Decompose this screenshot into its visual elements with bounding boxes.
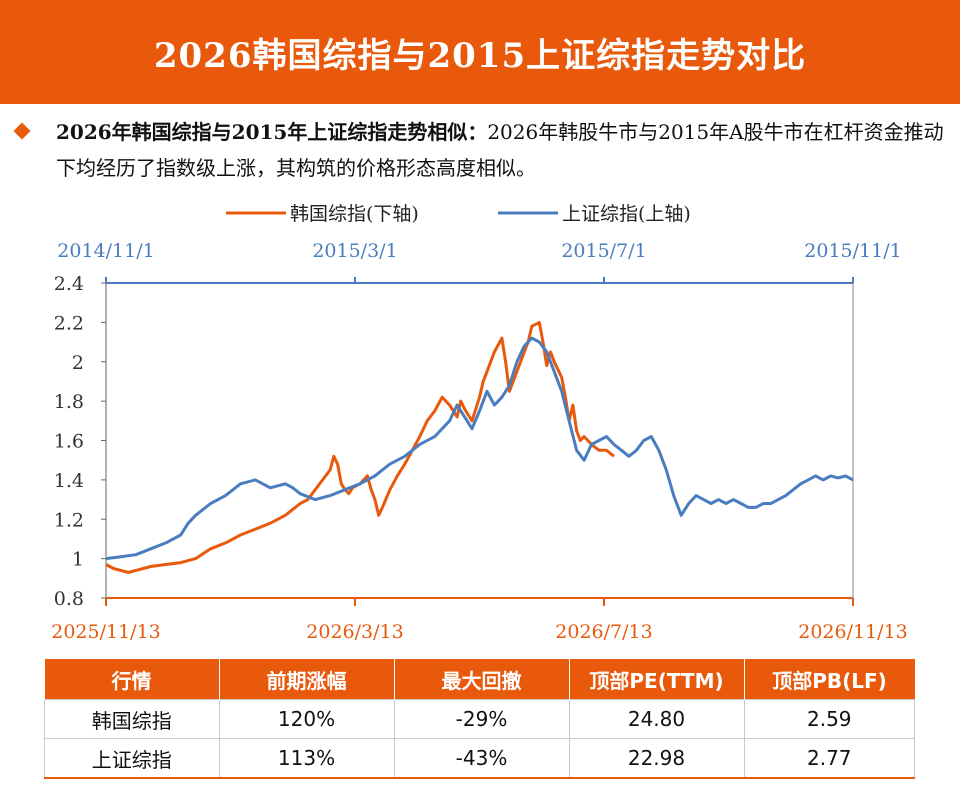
table-cell: -29% bbox=[393, 699, 570, 739]
y-tick-label: 2 bbox=[72, 352, 84, 374]
legend-label-korea: 韩国综指(下轴) bbox=[290, 203, 419, 225]
column-header: 前期涨幅 bbox=[219, 659, 395, 700]
column-header: 顶部PB(LF) bbox=[744, 659, 915, 700]
y-tick-label: 1.8 bbox=[54, 391, 84, 413]
y-tick-label: 1 bbox=[72, 549, 84, 571]
top-x-tick-label: 2015/11/1 bbox=[804, 240, 901, 262]
comparison-line-chart: 韩国综指(下轴) 上证综指(上轴) 2014/11/1 2015/3/1 2015/7/… bbox=[51, 203, 908, 643]
series-line-shanghai bbox=[105, 336, 854, 561]
bottom-x-tick-label: 2026/11/13 bbox=[798, 621, 908, 643]
table-header-row: 行情 前期涨幅 最大回撤 顶部PE(TTM) 顶部PB(LF) bbox=[44, 659, 915, 700]
legend-label-shanghai: 上证综指(上轴) bbox=[562, 203, 691, 225]
bottom-x-tick-label: 2026/7/13 bbox=[555, 621, 652, 643]
table-cell: -43% bbox=[393, 738, 570, 779]
table-cell: 22.98 bbox=[568, 738, 745, 779]
summary-body: 2026年韩股牛市与2015年A股牛市在杠杆资金推动下均经历了指数级上涨，其构筑… bbox=[56, 120, 944, 180]
y-tick-label: 0.8 bbox=[54, 588, 84, 610]
table-cell: 113% bbox=[218, 738, 395, 779]
column-header: 最大回撤 bbox=[394, 659, 570, 700]
top-x-tick-label: 2015/3/1 bbox=[312, 240, 397, 262]
bottom-x-tick-label: 2026/3/13 bbox=[306, 621, 403, 643]
table-cell: 2.77 bbox=[743, 738, 915, 779]
table-cell: 24.80 bbox=[568, 699, 745, 739]
comparison-table: 行情 前期涨幅 最大回撤 顶部PE(TTM) 顶部PB(LF) 韩国综指 120… bbox=[44, 659, 915, 779]
y-tick-label: 1.4 bbox=[54, 470, 84, 492]
table-row: 韩国综指 120% -29% 24.80 2.59 bbox=[44, 699, 915, 739]
bottom-x-tick-label: 2025/11/13 bbox=[51, 621, 161, 643]
column-header: 行情 bbox=[44, 659, 220, 700]
page-title: 2026韩国综指与2015上证综指走势对比 bbox=[153, 35, 807, 76]
column-header: 顶部PE(TTM) bbox=[569, 659, 745, 700]
top-x-tick-label: 2014/11/1 bbox=[57, 240, 154, 262]
summary-heading: 2026年韩国综指与2015年上证综指走势相似： bbox=[56, 120, 488, 144]
table-cell: 上证综指 bbox=[44, 738, 220, 779]
table-row: 上证综指 113% -43% 22.98 2.77 bbox=[44, 738, 915, 779]
diamond-bullet-icon bbox=[13, 122, 31, 140]
summary-paragraph: 2026年韩国综指与2015年上证综指走势相似：2026年韩股牛市与2015年A… bbox=[13, 114, 952, 186]
table-cell: 韩国综指 bbox=[44, 699, 220, 739]
summary-text: 2026年韩国综指与2015年上证综指走势相似：2026年韩股牛市与2015年A… bbox=[56, 114, 952, 186]
y-tick-label: 1.2 bbox=[54, 509, 84, 531]
table-cell: 2.59 bbox=[743, 699, 915, 739]
y-tick-label: 2.4 bbox=[54, 273, 84, 295]
y-tick-label: 2.2 bbox=[54, 312, 84, 334]
top-x-tick-label: 2015/7/1 bbox=[561, 240, 646, 262]
table-cell: 120% bbox=[218, 699, 395, 739]
title-banner: 2026韩国综指与2015上证综指走势对比 bbox=[0, 0, 960, 104]
y-tick-label: 1.6 bbox=[54, 431, 84, 453]
